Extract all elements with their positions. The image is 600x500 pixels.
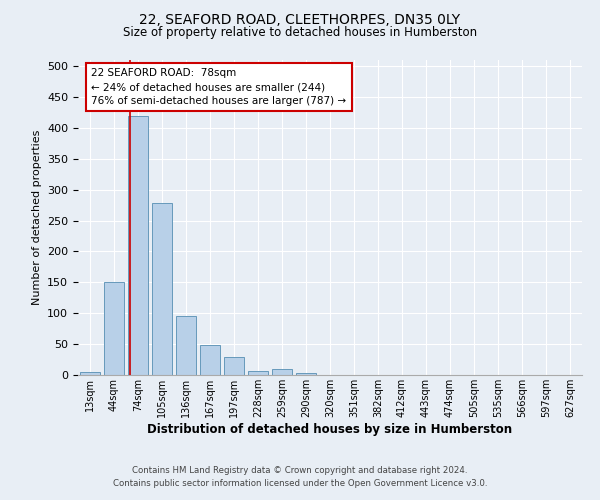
Text: Distribution of detached houses by size in Humberston: Distribution of detached houses by size … — [148, 422, 512, 436]
Bar — [176, 316, 196, 375]
Text: 22 SEAFORD ROAD:  78sqm
← 24% of detached houses are smaller (244)
76% of semi-d: 22 SEAFORD ROAD: 78sqm ← 24% of detached… — [91, 68, 346, 106]
Text: Contains public sector information licensed under the Open Government Licence v3: Contains public sector information licen… — [113, 479, 487, 488]
Bar — [248, 372, 268, 375]
Bar — [104, 282, 124, 375]
Bar — [296, 372, 316, 375]
Bar — [200, 346, 220, 375]
Bar — [128, 116, 148, 375]
Bar — [272, 369, 292, 375]
Text: 22, SEAFORD ROAD, CLEETHORPES, DN35 0LY: 22, SEAFORD ROAD, CLEETHORPES, DN35 0LY — [139, 12, 461, 26]
Bar — [224, 357, 244, 375]
Bar — [80, 372, 100, 375]
Bar — [152, 204, 172, 375]
Text: Contains HM Land Registry data © Crown copyright and database right 2024.: Contains HM Land Registry data © Crown c… — [132, 466, 468, 475]
Text: Size of property relative to detached houses in Humberston: Size of property relative to detached ho… — [123, 26, 477, 39]
Y-axis label: Number of detached properties: Number of detached properties — [32, 130, 41, 305]
